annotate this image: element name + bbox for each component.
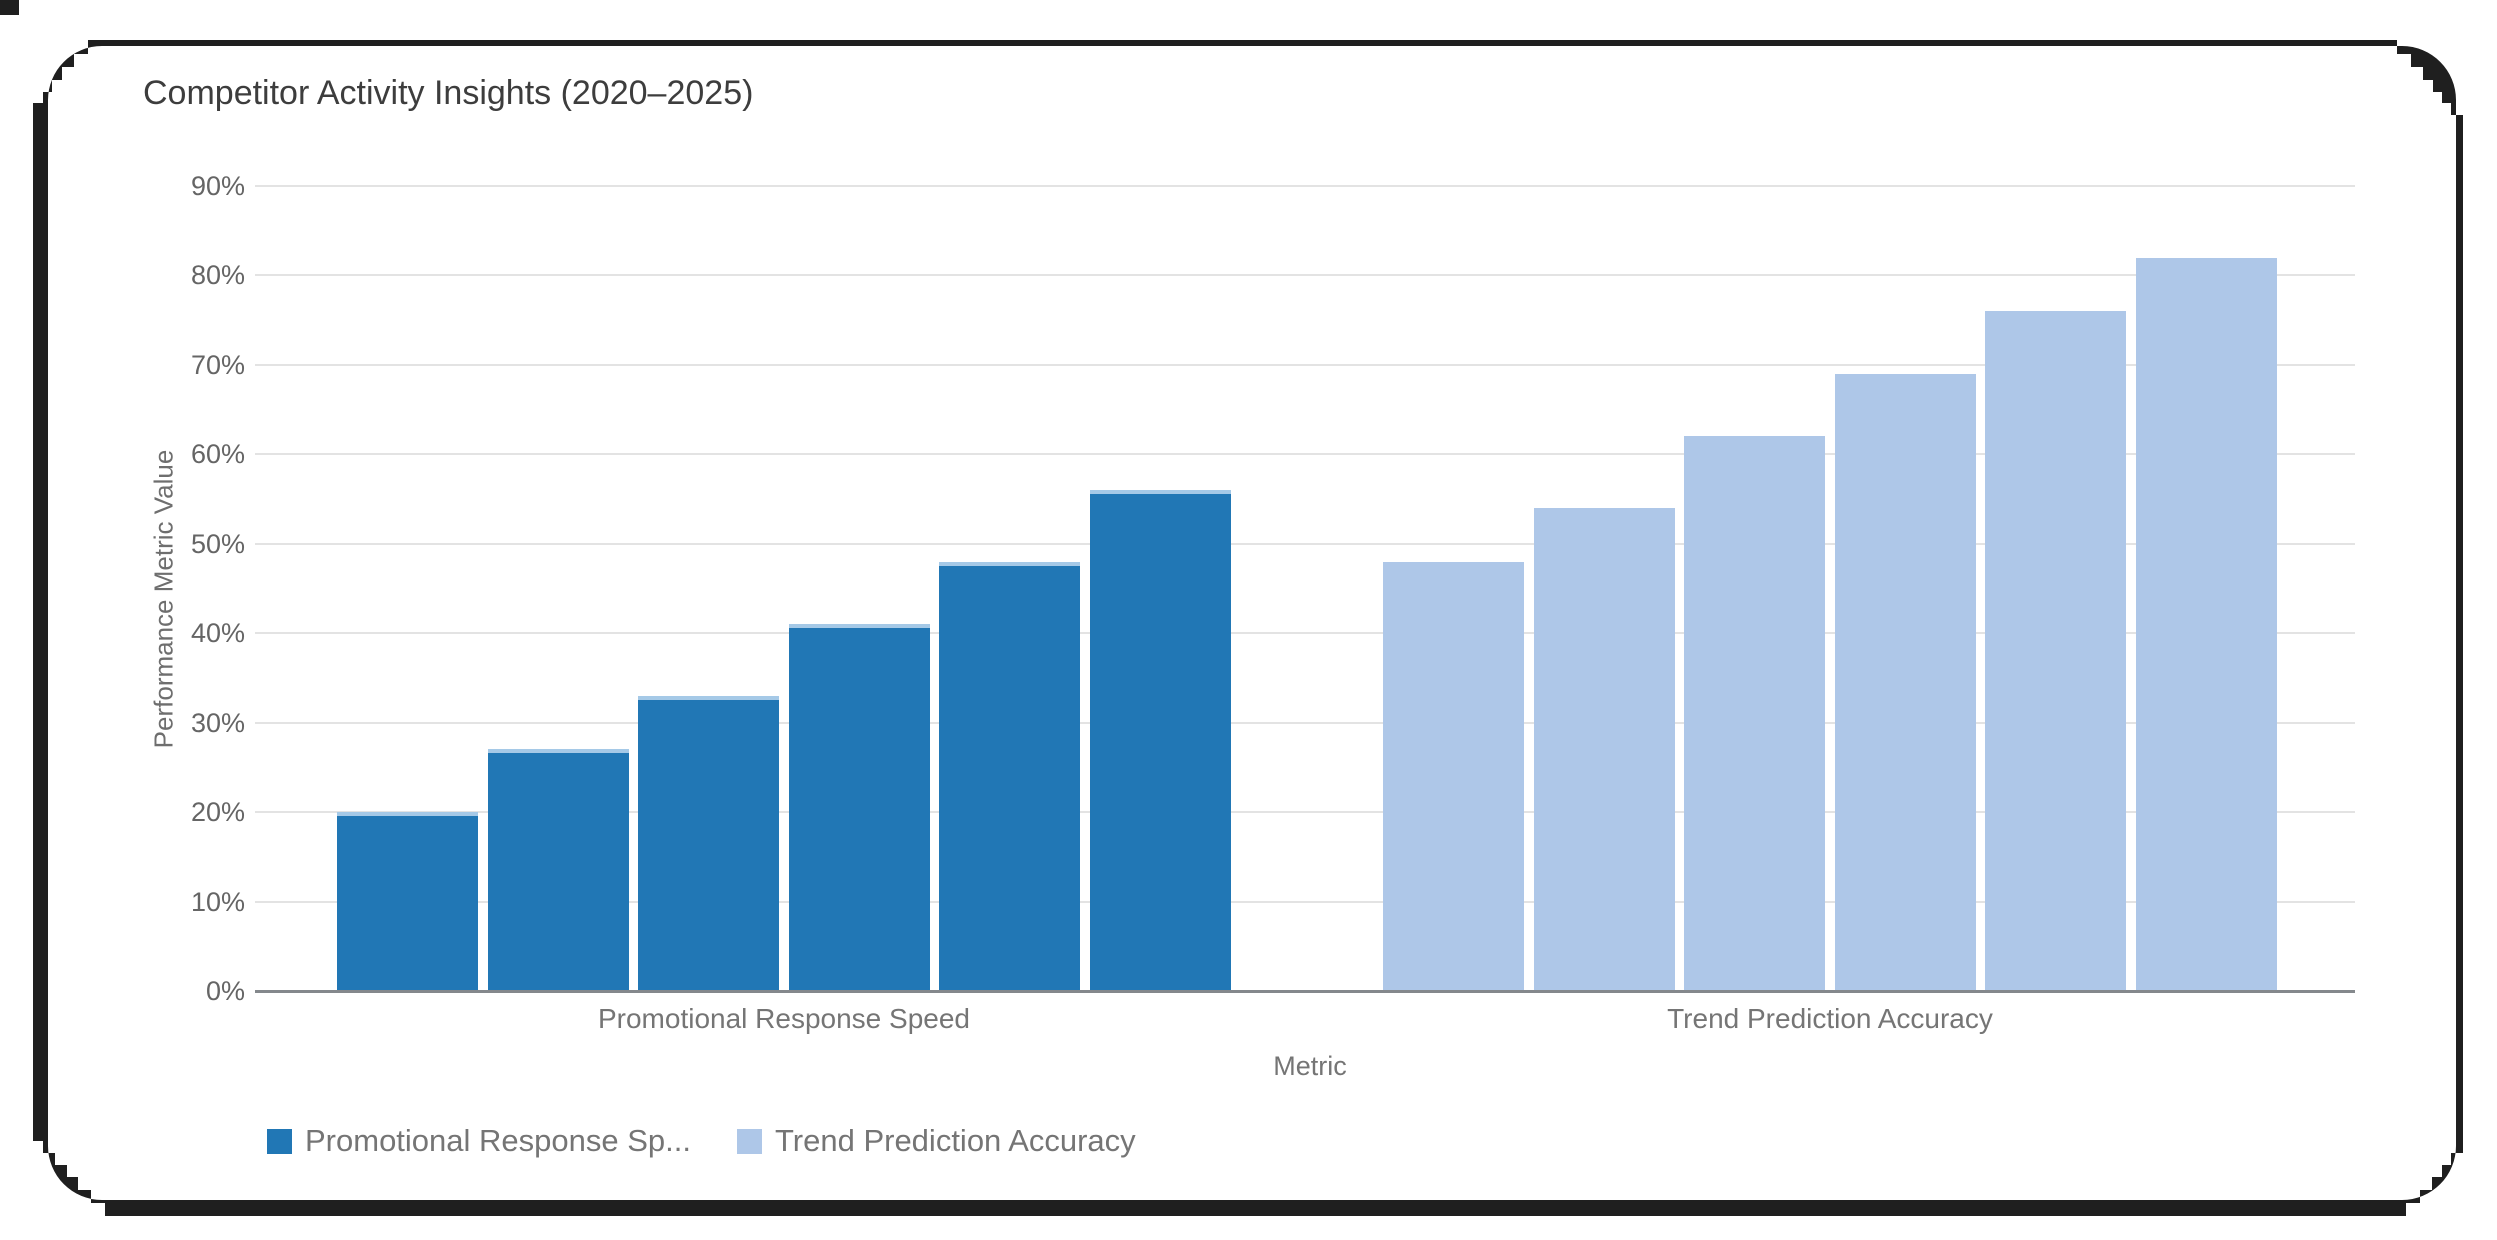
gridline: [255, 542, 2355, 545]
x-axis-line: [255, 990, 2355, 993]
bar[interactable]: [1090, 490, 1231, 991]
x-category-label: Promotional Response Speed: [597, 1003, 970, 1034]
gridline: [255, 363, 2355, 366]
y-tick-label: 40%: [190, 618, 245, 649]
y-tick-label: 30%: [190, 707, 245, 738]
y-axis-title: Performance Metric Value: [148, 449, 179, 749]
gridline: [255, 274, 2355, 277]
bar[interactable]: [488, 749, 629, 991]
bar[interactable]: [939, 562, 1080, 991]
legend-item[interactable]: Trend Prediction Accuracy: [737, 1120, 1136, 1162]
x-axis-title: Metric: [1273, 1051, 1347, 1081]
y-tick-label: 0%: [205, 976, 245, 1006]
chart-title: Competitor Activity Insights (2020–2025): [143, 74, 754, 112]
y-tick-label: 70%: [190, 349, 245, 380]
bar[interactable]: [1985, 311, 2126, 991]
gridline: [255, 453, 2355, 456]
legend-label: Promotional Response Sp...: [305, 1123, 691, 1158]
y-tick-label: 80%: [190, 260, 245, 291]
legend-label: Trend Prediction Accuracy: [775, 1123, 1136, 1158]
bar[interactable]: [337, 812, 478, 991]
legend-swatch: [267, 1128, 292, 1154]
y-tick-label: 60%: [190, 439, 245, 470]
bar[interactable]: [1534, 508, 1675, 991]
gridline: [255, 185, 2355, 187]
bar[interactable]: [1835, 374, 1976, 991]
bar[interactable]: [1684, 436, 1825, 991]
legend-swatch: [737, 1128, 762, 1154]
frame-stray-pixel: [0, 0, 19, 15]
bar[interactable]: [2136, 258, 2277, 991]
gridline: [255, 721, 2355, 724]
gridline: [255, 811, 2355, 814]
bar[interactable]: [638, 696, 779, 991]
x-category-label: Trend Prediction Accuracy: [1667, 1003, 1993, 1034]
gridline: [255, 900, 2355, 903]
legend-item[interactable]: Promotional Response Sp...: [267, 1120, 691, 1162]
y-tick-label: 20%: [190, 797, 245, 828]
gridline: [255, 632, 2355, 635]
bar[interactable]: [1383, 562, 1524, 991]
y-tick-label: 90%: [190, 171, 245, 201]
y-tick-label: 10%: [190, 886, 245, 917]
y-tick-label: 50%: [190, 528, 245, 559]
bar[interactable]: [789, 624, 930, 991]
